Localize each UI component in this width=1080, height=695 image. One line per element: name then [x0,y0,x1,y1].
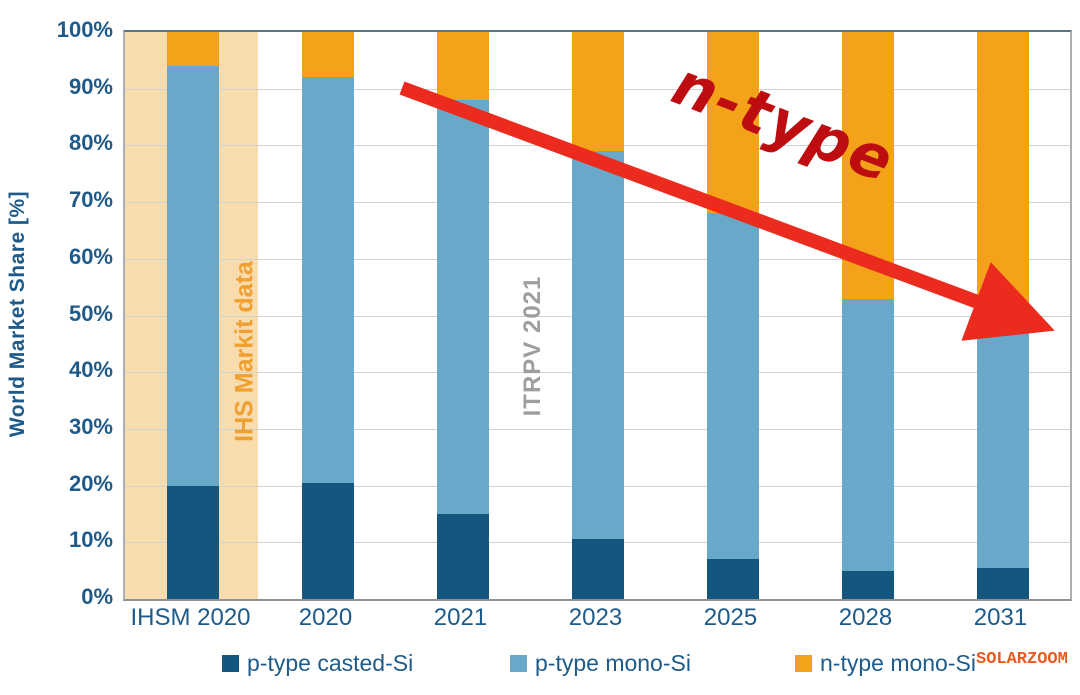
segment-p-type-mono-si [571,151,624,540]
legend-label-n-type-mono-si: n-type mono-Si [820,650,976,676]
stacked-bar-2021 [436,32,489,599]
segment-p-type-casted-si [166,485,219,599]
plot-area: IHS Markit data ITRPV 2021 [123,30,1072,601]
segment-p-type-casted-si [706,559,759,599]
segment-p-type-casted-si [571,539,624,599]
segment-n-type-mono-si [436,32,489,101]
segment-p-type-mono-si [301,77,354,483]
segment-p-type-casted-si [436,513,489,599]
legend-label-p-type-casted-si: p-type casted-Si [247,650,414,676]
stacked-bar-2031 [976,32,1029,599]
ihs-markit-data-label: IHS Markit data [230,261,259,442]
itrpv-2021-label: ITRPV 2021 [519,275,546,417]
y-tick-10: 10% [68,527,113,553]
legend-item-p-type-mono-si: p-type mono-Si [510,650,691,677]
segment-p-type-mono-si [166,66,219,486]
segment-n-type-mono-si [976,32,1029,333]
segment-n-type-mono-si [301,32,354,78]
segment-p-type-casted-si [976,567,1029,599]
x-label-2021: 2021 [433,604,488,631]
y-tick-80: 80% [68,130,113,156]
legend-swatch-p-type-casted-si [222,655,239,672]
solarzoom-watermark: SOLARZOOM [976,650,1068,669]
segment-p-type-mono-si [436,100,489,514]
y-tick-30: 30% [68,413,113,439]
segment-n-type-mono-si [571,32,624,152]
x-label-2025: 2025 [703,604,758,631]
stacked-bar-2020 [301,32,354,599]
y-tick-20: 20% [68,470,113,496]
stacked-bar-ihsm-2020 [166,32,219,599]
x-label-2023: 2023 [568,604,623,631]
y-tick-50: 50% [68,300,113,326]
x-label-2031: 2031 [973,604,1028,631]
segment-p-type-casted-si [841,570,894,599]
legend-item-p-type-casted-si: p-type casted-Si [222,650,413,677]
x-label-ihsm-2020: IHSM 2020 [130,604,251,631]
legend-swatch-n-type-mono-si [795,655,812,672]
legend-label-p-type-mono-si: p-type mono-Si [535,650,691,676]
x-label-2028: 2028 [838,604,893,631]
segment-p-type-mono-si [841,298,894,571]
legend-item-n-type-mono-si: n-type mono-Si [795,650,976,677]
stacked-bar-2023 [571,32,624,599]
y-tick-0: 0% [81,584,113,609]
segment-p-type-casted-si [301,482,354,599]
x-label-2020: 2020 [298,604,353,631]
y-tick-100: 100% [56,17,113,42]
y-tick-60: 60% [68,243,113,269]
segment-p-type-mono-si [976,332,1029,568]
legend-swatch-p-type-mono-si [510,655,527,672]
y-tick-40: 40% [68,357,113,383]
y-tick-90: 90% [68,73,113,99]
segment-n-type-mono-si [166,32,219,67]
segment-p-type-mono-si [706,213,759,560]
y-tick-70: 70% [68,187,113,213]
